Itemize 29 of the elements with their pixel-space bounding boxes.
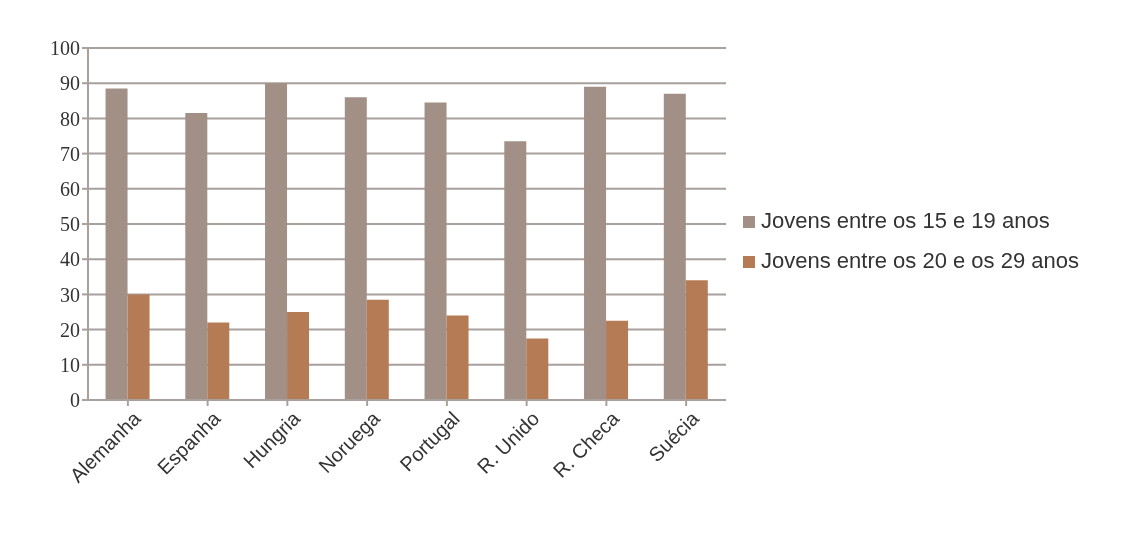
y-tick-label: 40: [60, 248, 80, 271]
bar: [185, 113, 208, 400]
y-tick-label: 20: [60, 318, 80, 341]
bar: [446, 315, 469, 400]
bar: [504, 141, 527, 400]
y-tick-label: 70: [60, 142, 80, 165]
bar: [424, 102, 447, 400]
bar: [105, 88, 128, 400]
legend-label: Jovens entre os 20 e os 29 anos: [761, 248, 1079, 274]
y-tick-label: 90: [60, 72, 80, 95]
bar: [207, 322, 230, 400]
bar: [526, 338, 549, 400]
bar: [366, 299, 389, 400]
bar: [606, 320, 629, 400]
y-tick-label: 30: [60, 283, 80, 306]
bar: [265, 83, 288, 400]
bar: [287, 312, 310, 400]
bar: [584, 86, 607, 400]
y-tick-label: 80: [60, 107, 80, 130]
y-tick-label: 50: [60, 213, 80, 236]
y-tick-label: 10: [60, 353, 80, 376]
bar: [127, 294, 150, 400]
y-tick-label: 0: [70, 389, 80, 412]
bar: [344, 97, 367, 400]
legend-label: Jovens entre os 15 e 19 anos: [761, 208, 1050, 234]
y-tick-label: 60: [60, 177, 80, 200]
y-tick-label: 100: [50, 37, 80, 60]
bar: [663, 93, 686, 400]
bar: [685, 280, 708, 400]
